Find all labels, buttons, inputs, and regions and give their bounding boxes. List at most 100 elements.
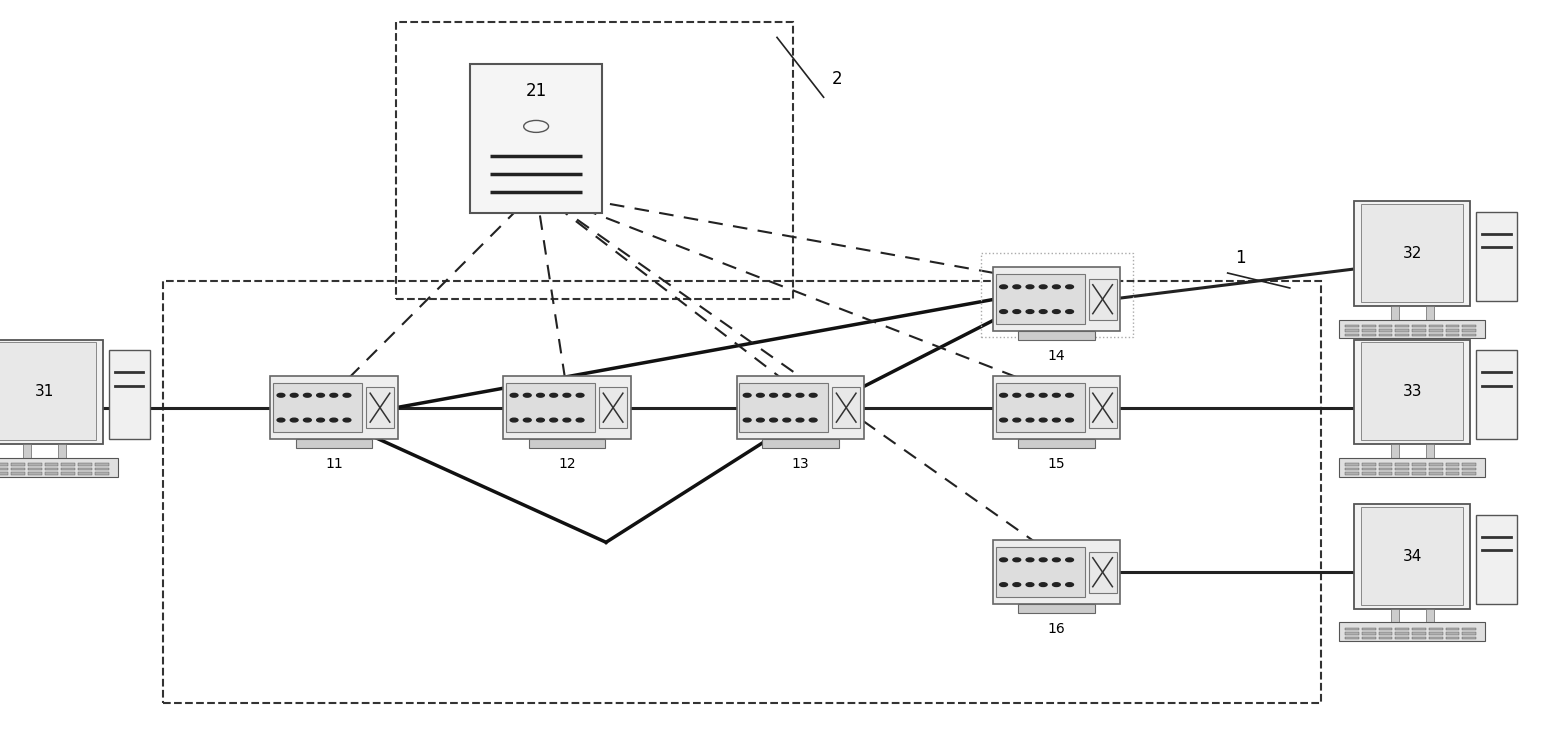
Circle shape [999,310,1007,313]
FancyBboxPatch shape [1346,325,1358,328]
FancyBboxPatch shape [996,383,1085,432]
FancyBboxPatch shape [1088,278,1117,320]
Circle shape [536,418,544,422]
FancyBboxPatch shape [1340,319,1486,338]
Text: 31: 31 [36,384,54,399]
FancyBboxPatch shape [993,541,1120,604]
FancyBboxPatch shape [1430,329,1442,332]
FancyBboxPatch shape [1346,472,1358,474]
Circle shape [999,393,1007,397]
FancyBboxPatch shape [270,375,398,440]
FancyBboxPatch shape [996,548,1085,597]
FancyBboxPatch shape [367,387,395,429]
FancyBboxPatch shape [1395,334,1409,336]
Circle shape [1013,285,1021,289]
Text: 16: 16 [1047,622,1066,636]
FancyBboxPatch shape [1395,468,1409,470]
Circle shape [757,393,765,397]
FancyBboxPatch shape [95,463,109,466]
Circle shape [783,418,791,422]
FancyBboxPatch shape [469,64,603,213]
FancyBboxPatch shape [996,275,1085,324]
FancyBboxPatch shape [1476,350,1517,439]
Text: 12: 12 [558,457,577,471]
FancyBboxPatch shape [600,387,628,429]
FancyBboxPatch shape [28,472,42,474]
FancyBboxPatch shape [1378,628,1392,631]
FancyBboxPatch shape [1462,468,1476,470]
Circle shape [810,418,817,422]
FancyBboxPatch shape [507,383,595,432]
FancyBboxPatch shape [1395,325,1409,328]
Circle shape [743,393,751,397]
FancyBboxPatch shape [23,444,31,458]
FancyBboxPatch shape [28,463,42,466]
FancyBboxPatch shape [1462,637,1476,639]
FancyBboxPatch shape [1018,331,1096,340]
FancyBboxPatch shape [1395,628,1409,631]
FancyBboxPatch shape [1346,463,1358,466]
Text: 2: 2 [831,70,842,88]
FancyBboxPatch shape [1378,632,1392,634]
FancyBboxPatch shape [1346,329,1358,332]
Circle shape [999,285,1007,289]
FancyBboxPatch shape [1413,472,1427,474]
Circle shape [291,418,298,422]
FancyBboxPatch shape [1354,340,1470,444]
Circle shape [510,393,517,397]
FancyBboxPatch shape [1354,201,1470,306]
Circle shape [1013,393,1021,397]
Circle shape [1052,285,1060,289]
FancyBboxPatch shape [274,383,362,432]
FancyBboxPatch shape [1395,329,1409,332]
FancyBboxPatch shape [1346,334,1358,336]
FancyBboxPatch shape [1361,468,1375,470]
FancyBboxPatch shape [109,350,149,439]
FancyBboxPatch shape [1413,628,1427,631]
FancyBboxPatch shape [1425,444,1434,458]
Circle shape [1026,285,1033,289]
Circle shape [317,393,325,397]
Circle shape [1026,583,1033,586]
Circle shape [1013,310,1021,313]
Text: 13: 13 [791,457,810,471]
FancyBboxPatch shape [1445,472,1459,474]
FancyBboxPatch shape [1378,637,1392,639]
FancyBboxPatch shape [295,440,373,448]
Circle shape [1040,393,1047,397]
FancyBboxPatch shape [62,468,75,470]
FancyBboxPatch shape [1088,387,1117,429]
FancyBboxPatch shape [1018,440,1096,448]
FancyBboxPatch shape [1413,334,1427,336]
FancyBboxPatch shape [1361,325,1375,328]
FancyBboxPatch shape [1391,444,1399,458]
FancyBboxPatch shape [1361,507,1464,605]
Circle shape [1040,583,1047,586]
FancyBboxPatch shape [1462,463,1476,466]
FancyBboxPatch shape [11,463,25,466]
FancyBboxPatch shape [1430,632,1442,634]
FancyBboxPatch shape [1462,334,1476,336]
Circle shape [291,393,298,397]
FancyBboxPatch shape [1395,637,1409,639]
FancyBboxPatch shape [1430,472,1442,474]
FancyBboxPatch shape [62,463,75,466]
Circle shape [303,418,311,422]
Circle shape [999,558,1007,562]
Text: 15: 15 [1047,457,1066,471]
Circle shape [1040,558,1047,562]
Circle shape [1066,583,1074,586]
FancyBboxPatch shape [1430,325,1442,328]
FancyBboxPatch shape [1413,632,1427,634]
Circle shape [1013,583,1021,586]
FancyBboxPatch shape [57,444,67,458]
FancyBboxPatch shape [1361,463,1375,466]
FancyBboxPatch shape [528,440,606,448]
FancyBboxPatch shape [740,383,828,432]
FancyBboxPatch shape [78,472,92,474]
FancyBboxPatch shape [95,472,109,474]
Circle shape [343,393,351,397]
Text: 14: 14 [1047,349,1066,363]
FancyBboxPatch shape [1391,306,1399,319]
FancyBboxPatch shape [1430,468,1442,470]
